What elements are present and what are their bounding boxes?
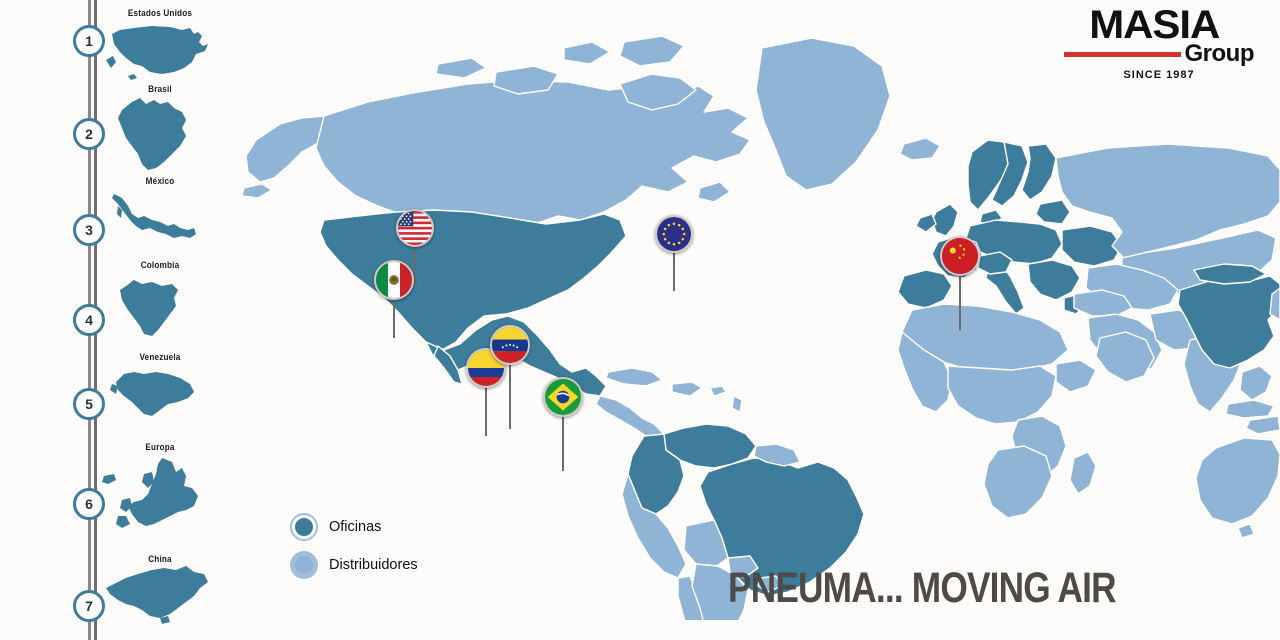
map-pin-estados-unidos[interactable]	[396, 209, 434, 285]
europe-shape	[100, 454, 210, 532]
timeline-label: Colombia	[140, 260, 180, 271]
region-baja-california	[433, 345, 463, 385]
tagline: PNEUMA... MOVING AIR	[728, 564, 1117, 612]
region-finland	[1021, 143, 1057, 201]
map-pin-venezuela[interactable]	[490, 325, 530, 429]
region-new-guinea	[1245, 415, 1280, 435]
region-cuba	[605, 367, 663, 387]
region-ukraine-romania	[1061, 225, 1123, 267]
legend-item-distribuidores[interactable]: Distribuidores	[290, 546, 418, 584]
flag-venezuela-icon	[490, 325, 530, 365]
region-tasmania	[1237, 523, 1255, 539]
region-balkans	[1027, 259, 1081, 301]
region-mongolia	[1193, 263, 1267, 285]
timeline-node-1[interactable]: 1	[73, 25, 105, 57]
region-madagascar	[1069, 451, 1097, 495]
region-greenland	[755, 37, 891, 191]
brand-group-row: Group	[1064, 42, 1254, 66]
china-shape	[100, 564, 212, 626]
region-indonesia	[1225, 399, 1275, 419]
region-iberia	[897, 269, 953, 309]
brazil-shape	[112, 94, 194, 176]
timeline-label: México	[145, 176, 175, 187]
mexico-shape	[108, 188, 200, 250]
region-southern-africa	[983, 445, 1053, 519]
flag-brazil-icon	[543, 377, 583, 417]
brand-red-bar	[1064, 51, 1181, 57]
brand-subname: Group	[1184, 40, 1255, 67]
timeline-node-5[interactable]: 5	[73, 388, 105, 420]
legend-marker-office-icon	[290, 513, 318, 541]
region-ellesmere	[619, 35, 685, 67]
region-arabia	[1095, 331, 1155, 383]
colombia-shape	[112, 272, 186, 342]
region-arctic-isle-b	[563, 41, 611, 65]
region-hispaniola	[671, 381, 703, 397]
region-lesser-antilles	[731, 395, 743, 413]
region-australia	[1195, 437, 1280, 525]
timeline-node-6[interactable]: 6	[73, 488, 105, 520]
region-canada	[315, 79, 751, 237]
legend-label: Oficinas	[329, 519, 382, 535]
region-paraguay	[727, 555, 759, 579]
region-newfoundland	[697, 181, 731, 203]
timeline-label: Brasil	[148, 84, 172, 95]
legend-label: Distribuidores	[329, 557, 418, 573]
region-bolivia	[683, 519, 729, 569]
region-puerto-rico	[709, 385, 727, 397]
region-usa	[319, 209, 627, 351]
flag-mexico-icon	[374, 260, 414, 300]
region-ireland	[915, 213, 937, 233]
map-pin-mexico[interactable]	[374, 260, 414, 338]
timeline-node-4[interactable]: 4	[73, 304, 105, 336]
region-aleutians	[241, 183, 273, 199]
region-victoria-island	[493, 65, 559, 95]
venezuela-shape	[104, 364, 202, 426]
map-pin-europa[interactable]	[655, 215, 693, 291]
region-sweden	[991, 141, 1029, 207]
usa-shape	[104, 20, 216, 82]
region-baltics	[1035, 199, 1071, 225]
region-horn-africa	[1055, 359, 1097, 393]
timeline-label: Estados Unidos	[127, 8, 193, 19]
region-argentina	[691, 563, 749, 620]
timeline-node-7[interactable]: 7	[73, 590, 105, 622]
region-guyanas	[753, 443, 801, 467]
region-sea	[1239, 365, 1273, 401]
region-russia	[1055, 143, 1280, 259]
map-legend: Oficinas Distribuidores	[290, 508, 418, 584]
region-scandinavia-norway	[967, 139, 1015, 211]
timeline-label: Europa	[145, 442, 175, 453]
region-baffin-island	[619, 73, 697, 111]
brand-logo: MASIA Group SINCE 1987	[1064, 5, 1254, 81]
timeline-label: China	[148, 554, 172, 565]
region-iceland	[899, 137, 941, 161]
legend-item-oficinas[interactable]: Oficinas	[290, 508, 418, 546]
brand-name: MASIA	[1089, 3, 1220, 47]
region-japan	[1269, 287, 1280, 321]
map-pin-brasil[interactable]	[543, 377, 583, 471]
flag-eu-icon	[655, 215, 693, 253]
region-alaska	[245, 115, 333, 183]
region-turkey	[1073, 289, 1133, 317]
flag-china-icon	[940, 236, 980, 276]
region-west-africa	[897, 331, 953, 413]
map-pin-china[interactable]	[940, 236, 980, 330]
brand-since: SINCE 1987	[1123, 69, 1195, 81]
region-uk	[931, 203, 959, 237]
region-central-africa	[947, 365, 1057, 425]
world-map[interactable]	[228, 20, 1280, 620]
timeline-label: Venezuela	[139, 352, 181, 363]
legend-marker-distributor-icon	[290, 551, 318, 579]
flag-usa-icon	[396, 209, 434, 247]
region-arctic-isle-a	[435, 57, 487, 79]
region-alps-central	[977, 251, 1013, 275]
region-uruguay	[757, 575, 783, 593]
timeline-node-2[interactable]: 2	[73, 118, 105, 150]
timeline-node-3[interactable]: 3	[73, 214, 105, 246]
